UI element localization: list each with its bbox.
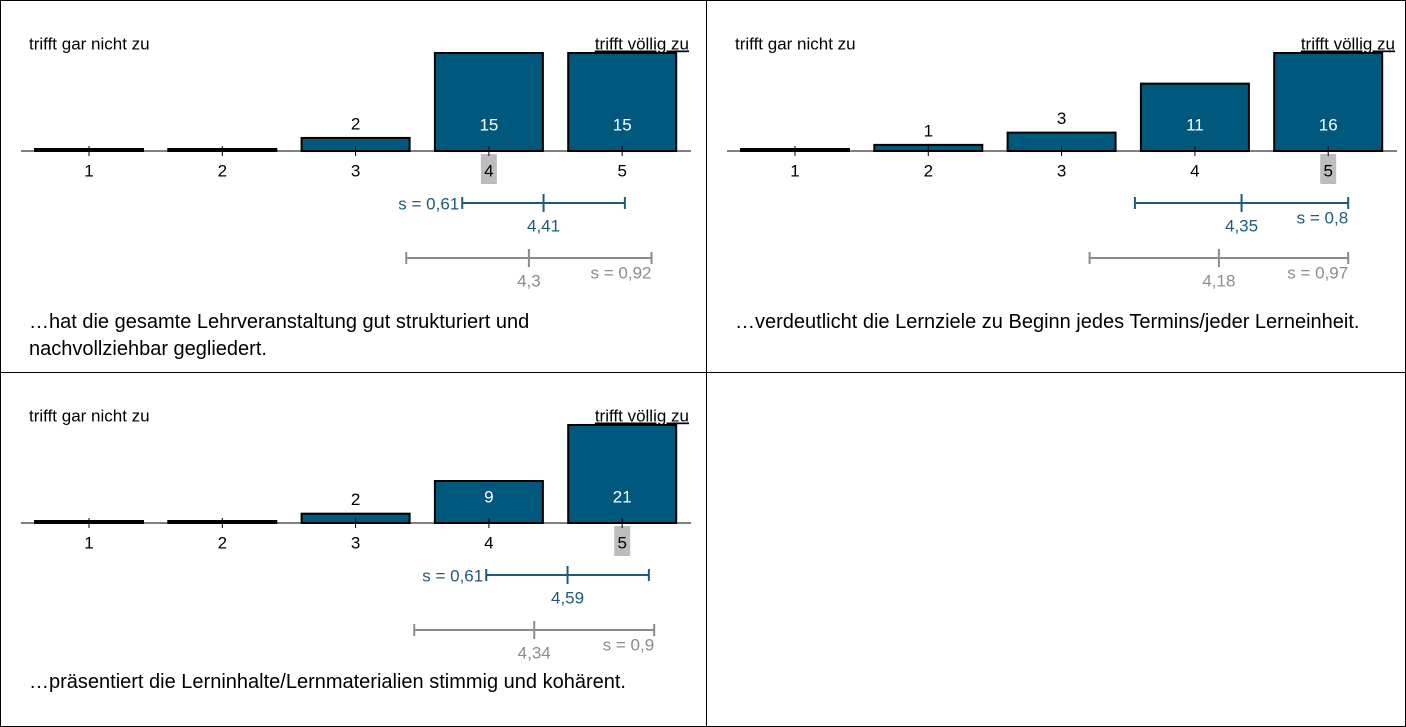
bar-value-label: 2	[351, 114, 360, 133]
left-label: trifft gar nicht zu	[29, 34, 150, 53]
x-tick-label: 2	[218, 161, 227, 180]
x-tick-label: 3	[351, 161, 360, 180]
caption: …hat die gesamte Lehrveranstaltung gut s…	[29, 311, 530, 360]
mean-label: 4,34	[518, 643, 551, 662]
bar-value-label: 2	[351, 490, 360, 509]
chart: trifft gar nicht zu trifft völlig zu 1 2 2 3 9…	[21, 406, 691, 662]
left-label: trifft gar nicht zu	[29, 406, 150, 425]
sd-label: s = 0,9	[603, 635, 655, 654]
sd-label: s = 0,97	[1287, 263, 1348, 282]
mean-label: 4,3	[517, 271, 541, 290]
x-tick-label: 5	[1323, 161, 1332, 180]
bar-value-label: 16	[1319, 115, 1338, 134]
x-tick-label: 1	[84, 533, 93, 552]
mean-label: 4,35	[1225, 216, 1258, 235]
bar	[567, 424, 678, 524]
bar	[1139, 82, 1250, 152]
bar-value-label: 9	[484, 487, 493, 506]
x-tick-label: 5	[617, 533, 626, 552]
right-label: trifft völlig zu	[595, 406, 689, 425]
x-tick-label: 1	[84, 161, 93, 180]
highlight	[614, 526, 631, 556]
x-tick-label: 5	[617, 161, 626, 180]
cell: trifft gar nicht zu trifft völlig zu 1 2 2 3 1…	[0, 0, 707, 373]
left-label: trifft gar nicht zu	[735, 34, 856, 53]
x-tick-label: 3	[1057, 161, 1066, 180]
bar-value-label: 11	[1186, 115, 1204, 134]
bar-value-label: 21	[613, 487, 632, 506]
bar	[433, 480, 544, 524]
highlight	[480, 154, 497, 184]
bar	[567, 52, 678, 152]
bar-value-label: 15	[613, 115, 632, 134]
x-tick-label: 4	[484, 161, 493, 180]
right-label: trifft völlig zu	[595, 34, 689, 53]
highlight	[1320, 154, 1337, 184]
x-tick-label: 4	[484, 533, 493, 552]
chart: trifft gar nicht zu trifft völlig zu 1 2 2 3 1…	[21, 34, 691, 290]
bar-value-label: 15	[479, 115, 498, 134]
cell: trifft gar nicht zu trifft völlig zu 1 2 2 3 9…	[0, 372, 707, 727]
bar-value-label: 3	[1057, 109, 1066, 128]
x-tick-label: 2	[218, 533, 227, 552]
right-label: trifft völlig zu	[1301, 34, 1395, 53]
x-tick-label: 2	[924, 161, 933, 180]
mean-label: 4,59	[551, 588, 584, 607]
x-tick-label: 1	[790, 161, 799, 180]
bar	[433, 52, 544, 152]
mean-label: 4,18	[1202, 271, 1235, 290]
sd-label: s = 0,61	[422, 566, 483, 585]
caption: …verdeutlicht die Lernziele zu Beginn je…	[735, 311, 1360, 333]
bar-value-label: 1	[924, 121, 933, 140]
sd-label: s = 0,92	[591, 263, 652, 282]
sd-label: s = 0,8	[1297, 208, 1349, 227]
caption: …präsentiert die Lerninhalte/Lernmateria…	[29, 671, 626, 693]
mean-label: 4,41	[527, 216, 560, 235]
x-tick-label: 4	[1190, 161, 1199, 180]
cell: trifft gar nicht zu trifft völlig zu 1 1 2 3 3…	[706, 0, 1406, 373]
sd-label: s = 0,61	[398, 194, 459, 213]
bar	[1273, 52, 1384, 152]
chart: trifft gar nicht zu trifft völlig zu11233…	[727, 34, 1397, 290]
x-tick-label: 3	[351, 533, 360, 552]
cell	[706, 372, 1406, 727]
